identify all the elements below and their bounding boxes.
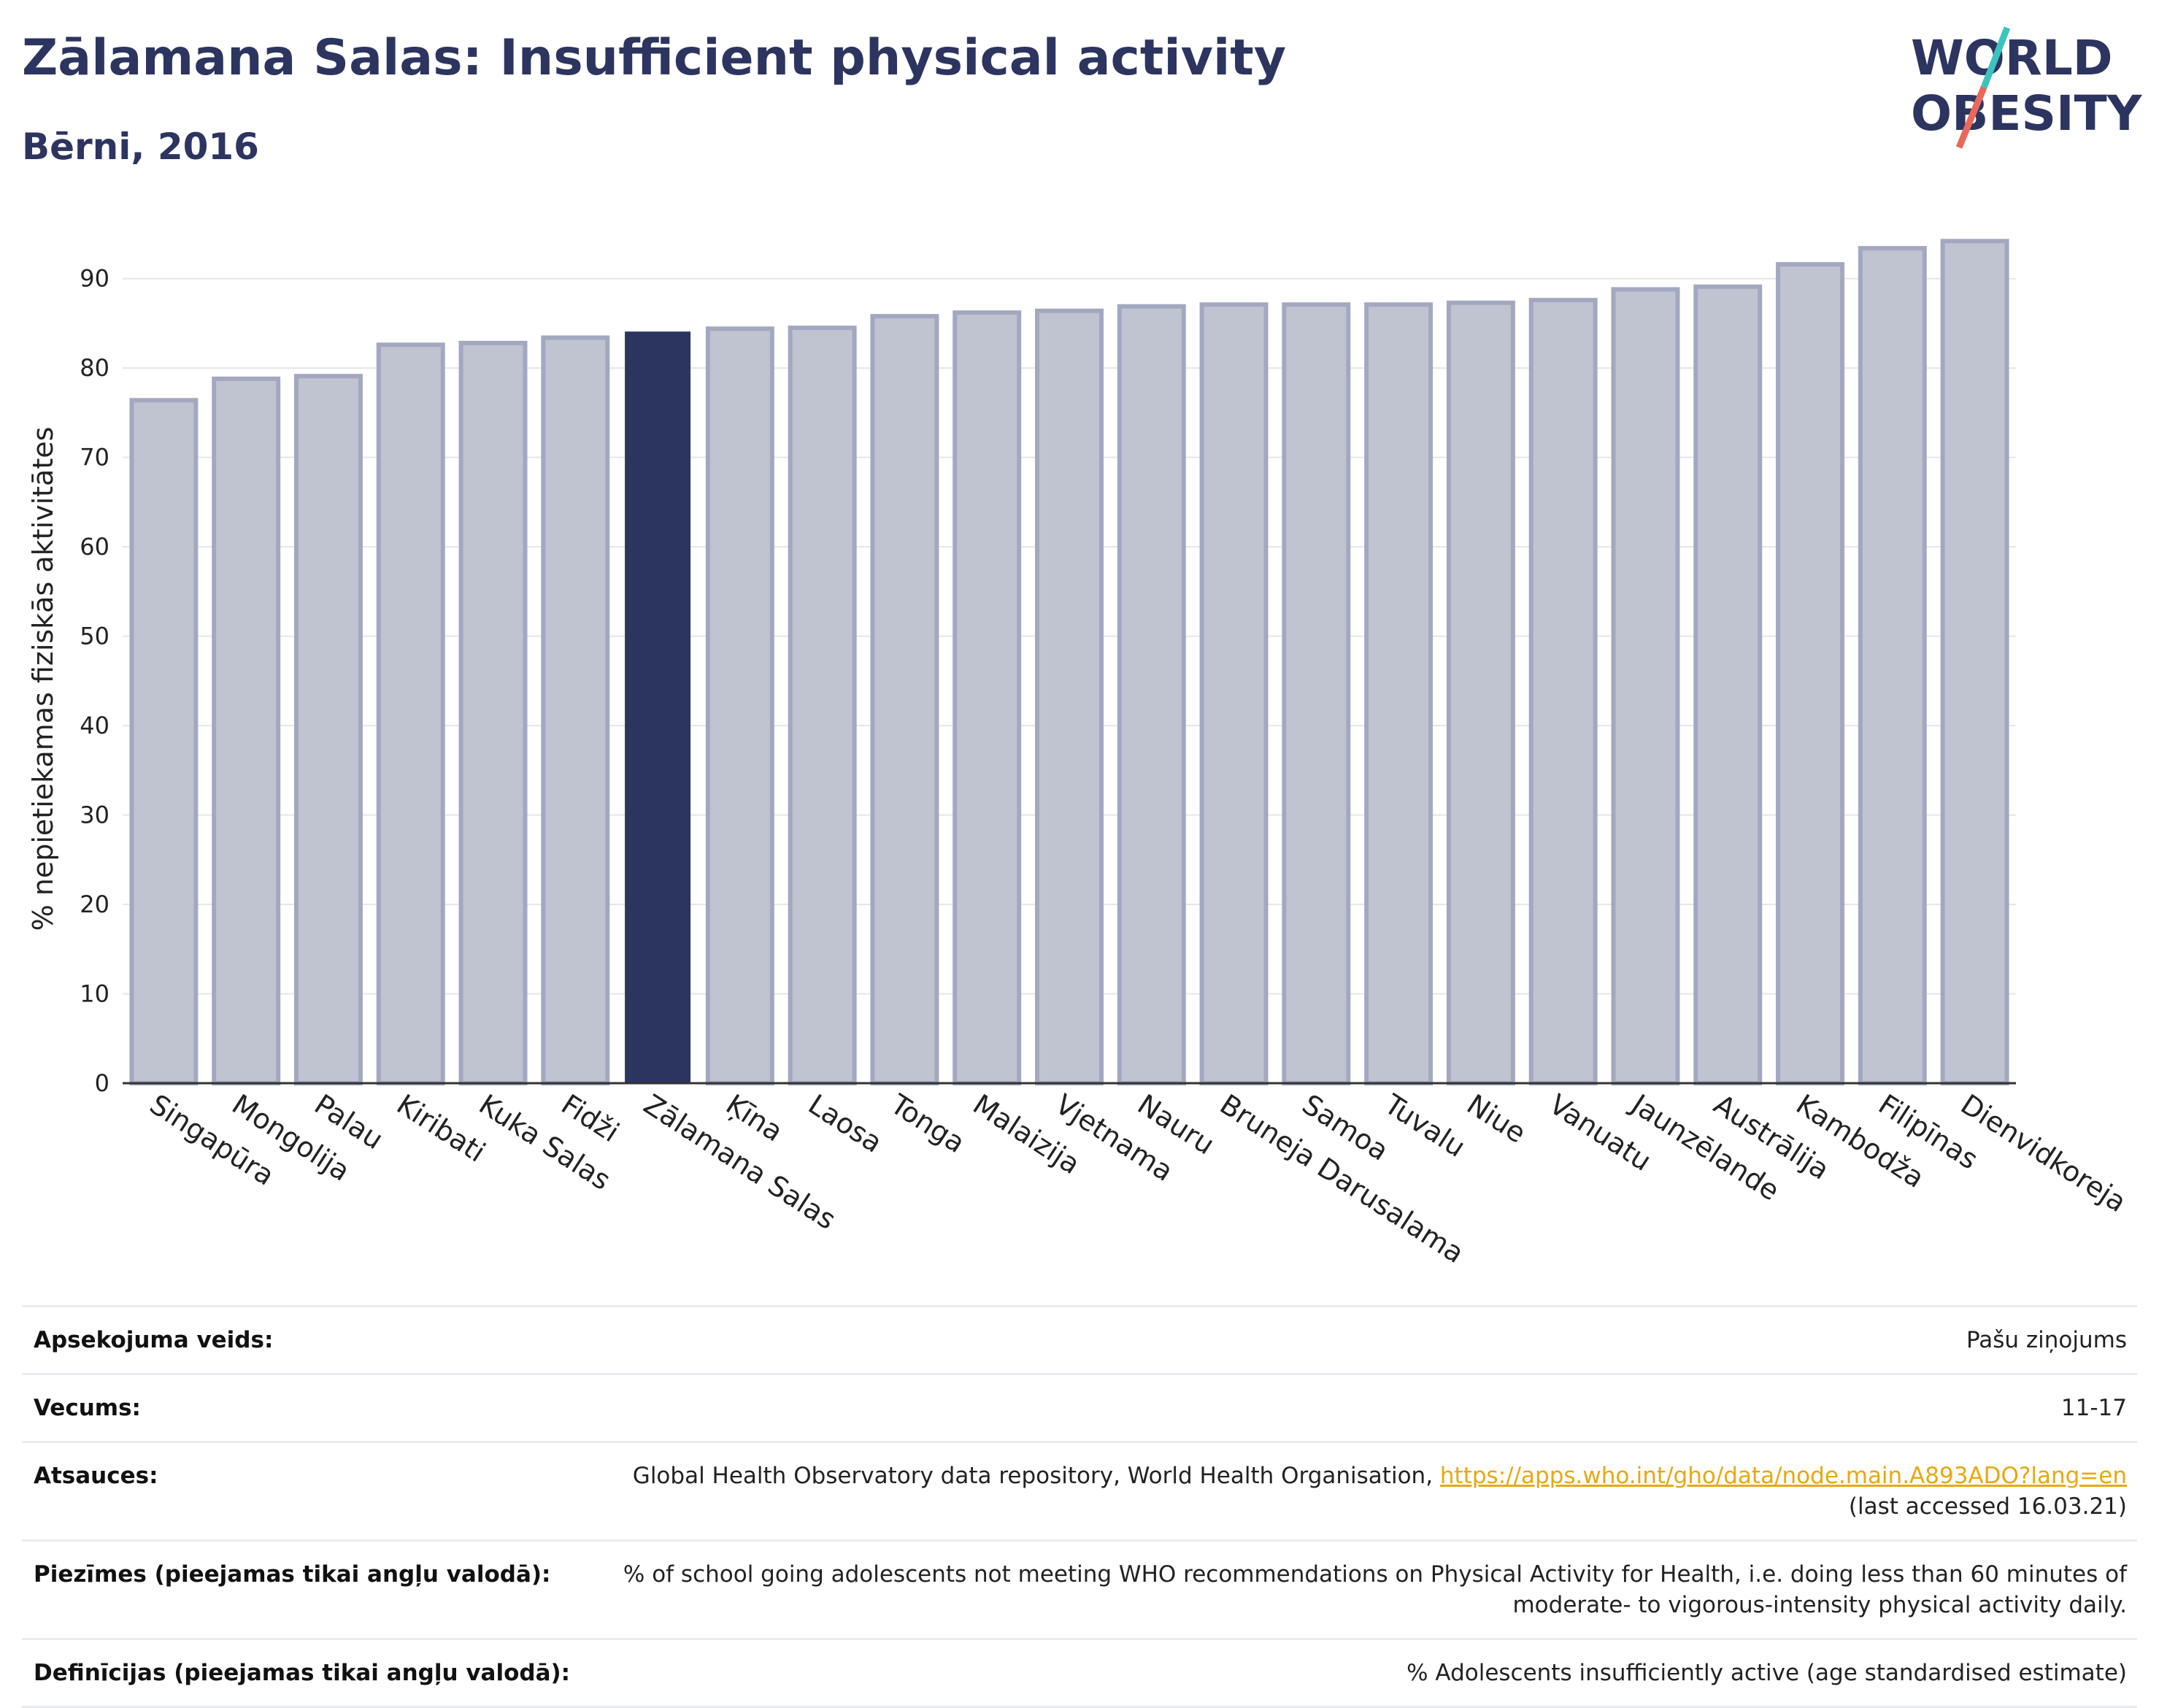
x-tick-label: Kiribati: [391, 1088, 491, 1169]
x-tick-label: Dienvidkoreja: [1955, 1088, 2132, 1219]
y-tick-label: 90: [80, 265, 109, 293]
bar: [376, 342, 445, 1085]
bar: [1117, 304, 1186, 1085]
bar-highlight: [625, 331, 691, 1084]
bar: [1940, 239, 2009, 1086]
x-tick-label: Niue: [1461, 1088, 1531, 1150]
y-tick-label: 30: [80, 801, 109, 829]
bar: [1446, 300, 1515, 1085]
reference-link[interactable]: https://apps.who.int/gho/data/node.main.…: [1439, 1463, 2127, 1489]
info-row-notes: Piezīmes (pieejamas tikai angļu valodā):…: [22, 1539, 2137, 1639]
logo-slash-top: [1980, 26, 2011, 89]
bar: [129, 398, 199, 1085]
y-tick-label: 80: [80, 354, 109, 382]
info-row-survey: Apsekojuma veids: Pašu ziņojums: [22, 1305, 2137, 1374]
x-tick-label: Tuvalu: [1378, 1088, 1471, 1163]
logo-line1: WORLD: [1911, 30, 2113, 86]
info-value: % of school going adolescents not meetin…: [574, 1539, 2137, 1639]
bar: [1282, 302, 1351, 1085]
bar: [1776, 262, 1845, 1085]
reference-accessed: (last accessed 16.03.21): [1848, 1493, 2127, 1520]
y-tick-label: 60: [80, 533, 109, 561]
bar: [1611, 287, 1680, 1086]
info-value: % Adolescents insufficiently active (age…: [574, 1638, 2137, 1708]
logo-slash-bottom: [1955, 86, 1987, 149]
bar-chart: 0 10 20 30 40 50 60 70 80 90 SingapūraMongolijaPa…: [27, 239, 2132, 1270]
bar: [458, 340, 528, 1085]
info-table: Apsekojuma veids: Pašu ziņojums Vecums: …: [22, 1305, 2137, 1708]
x-tick-label: Laosa: [803, 1088, 888, 1159]
chart-title: Zālamana Salas: Insufficient physical ac…: [22, 29, 1287, 87]
bar: [788, 326, 857, 1085]
info-key: Atsauces:: [22, 1441, 574, 1541]
info-key: Vecums:: [22, 1373, 574, 1442]
bar: [953, 310, 1022, 1085]
y-tick-label: 10: [80, 980, 109, 1008]
bar: [293, 374, 363, 1085]
bar: [1035, 308, 1104, 1086]
bar: [1693, 284, 1763, 1085]
info-key: Definīcijas (pieejamas tikai angļu valod…: [22, 1638, 574, 1708]
chart-subtitle: Bērni, 2016: [22, 126, 259, 168]
info-row-age: Vecums: 11-17: [22, 1373, 2137, 1442]
y-tick-label: 40: [80, 712, 109, 739]
info-value: 11-17: [574, 1373, 2137, 1442]
info-key: Apsekojuma veids:: [22, 1305, 574, 1374]
y-axis-label: % nepietiekamas fiziskās aktivitātes: [27, 427, 59, 931]
bar: [705, 326, 774, 1086]
y-axis-ticks: 0 10 20 30 40 50 60 70 80 90: [80, 265, 109, 1097]
bar: [1858, 246, 1927, 1086]
bar: [1528, 298, 1598, 1086]
bar: [870, 314, 939, 1085]
reference-text: Global Health Observatory data repositor…: [632, 1463, 1440, 1489]
y-tick-label: 0: [95, 1069, 109, 1097]
y-tick-label: 20: [80, 890, 109, 918]
logo-line2: OBESITY: [1911, 85, 2143, 142]
world-obesity-logo: WORLD OBESITY: [1911, 26, 2143, 149]
info-value: Pašu ziņojums: [574, 1305, 2137, 1374]
info-row-references: Atsauces: Global Health Observatory data…: [22, 1441, 2137, 1541]
info-key: Piezīmes (pieejamas tikai angļu valodā):: [22, 1539, 574, 1639]
bar: [212, 376, 281, 1085]
bars: [129, 239, 2009, 1086]
y-tick-label: 50: [80, 623, 109, 650]
y-tick-label: 70: [80, 444, 109, 472]
info-row-definitions: Definīcijas (pieejamas tikai angļu valod…: [22, 1638, 2137, 1708]
bar: [541, 335, 610, 1085]
x-tick-label: Tonga: [885, 1088, 971, 1159]
info-value: Global Health Observatory data repositor…: [574, 1441, 2137, 1541]
bar: [1364, 302, 1433, 1085]
bar: [1199, 302, 1269, 1085]
